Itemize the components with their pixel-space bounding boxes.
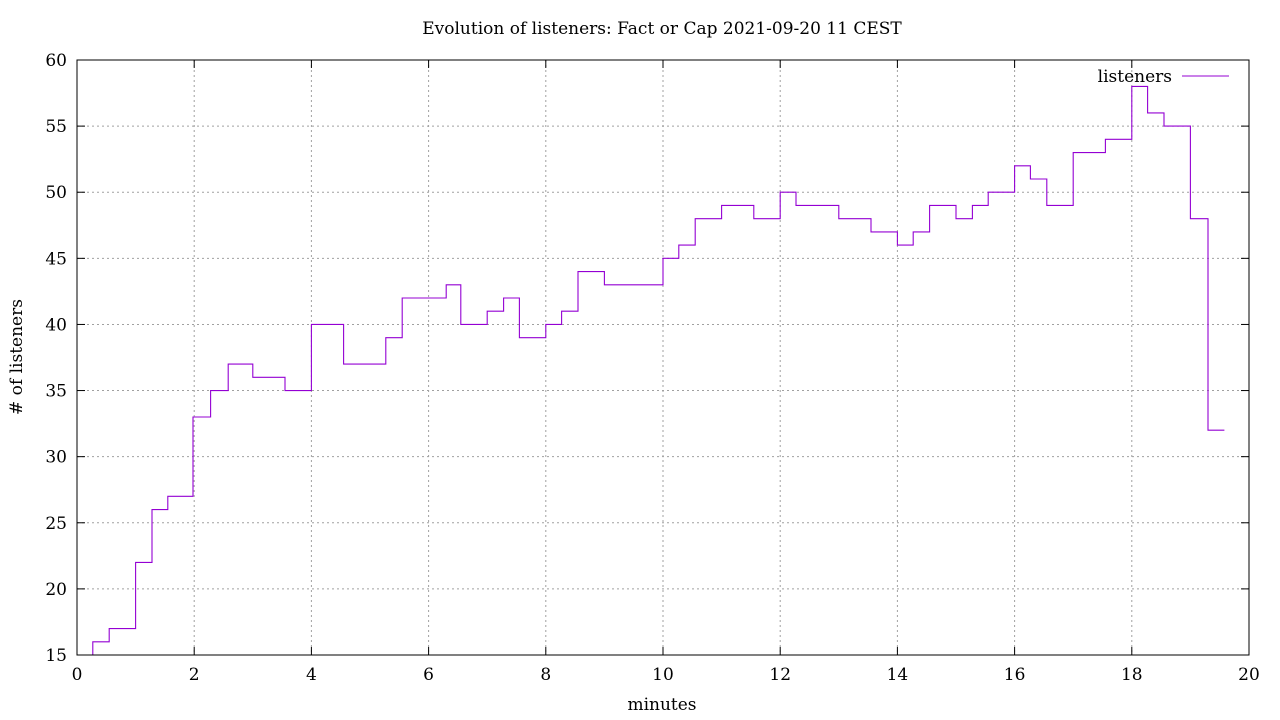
plot-frame bbox=[76, 59, 1250, 656]
x-tick-label: 2 bbox=[189, 665, 200, 685]
y-tick-label: 45 bbox=[45, 249, 67, 269]
y-tick-label: 20 bbox=[45, 580, 67, 600]
x-tick-label: 16 bbox=[1004, 665, 1026, 685]
y-axis-label: # of listeners bbox=[7, 299, 27, 415]
x-tick-label: 8 bbox=[540, 665, 551, 685]
legend: listeners bbox=[1098, 67, 1229, 87]
axis-ticks: 0 2 4 6 8 10 12 14 16 18 20 15 20 25 30 35 40 45 50 55 60 bbox=[45, 51, 1259, 685]
y-tick-label: 40 bbox=[45, 315, 67, 335]
y-tick-label: 60 bbox=[45, 51, 67, 71]
series-layer bbox=[91, 85, 1225, 656]
x-tick-label: 6 bbox=[423, 665, 434, 685]
x-tick-label: 20 bbox=[1238, 665, 1260, 685]
x-tick-label: 14 bbox=[887, 665, 909, 685]
x-tick-label: 4 bbox=[306, 665, 317, 685]
x-tick-label: 12 bbox=[769, 665, 791, 685]
x-tick-label: 10 bbox=[652, 665, 674, 685]
x-tick-label: 18 bbox=[1121, 665, 1143, 685]
y-tick-label: 25 bbox=[45, 514, 67, 534]
series-line-listeners bbox=[91, 85, 1225, 656]
y-tick-label: 15 bbox=[45, 646, 67, 666]
legend-label-listeners: listeners bbox=[1098, 67, 1172, 87]
x-tick-label: 0 bbox=[72, 665, 83, 685]
x-axis-label: minutes bbox=[627, 695, 696, 715]
y-tick-label: 30 bbox=[45, 448, 67, 468]
y-tick-label: 50 bbox=[45, 183, 67, 203]
chart-title: Evolution of listeners: Fact or Cap 2021… bbox=[422, 19, 902, 39]
y-tick-label: 35 bbox=[45, 382, 67, 402]
y-tick-label: 55 bbox=[45, 117, 67, 137]
